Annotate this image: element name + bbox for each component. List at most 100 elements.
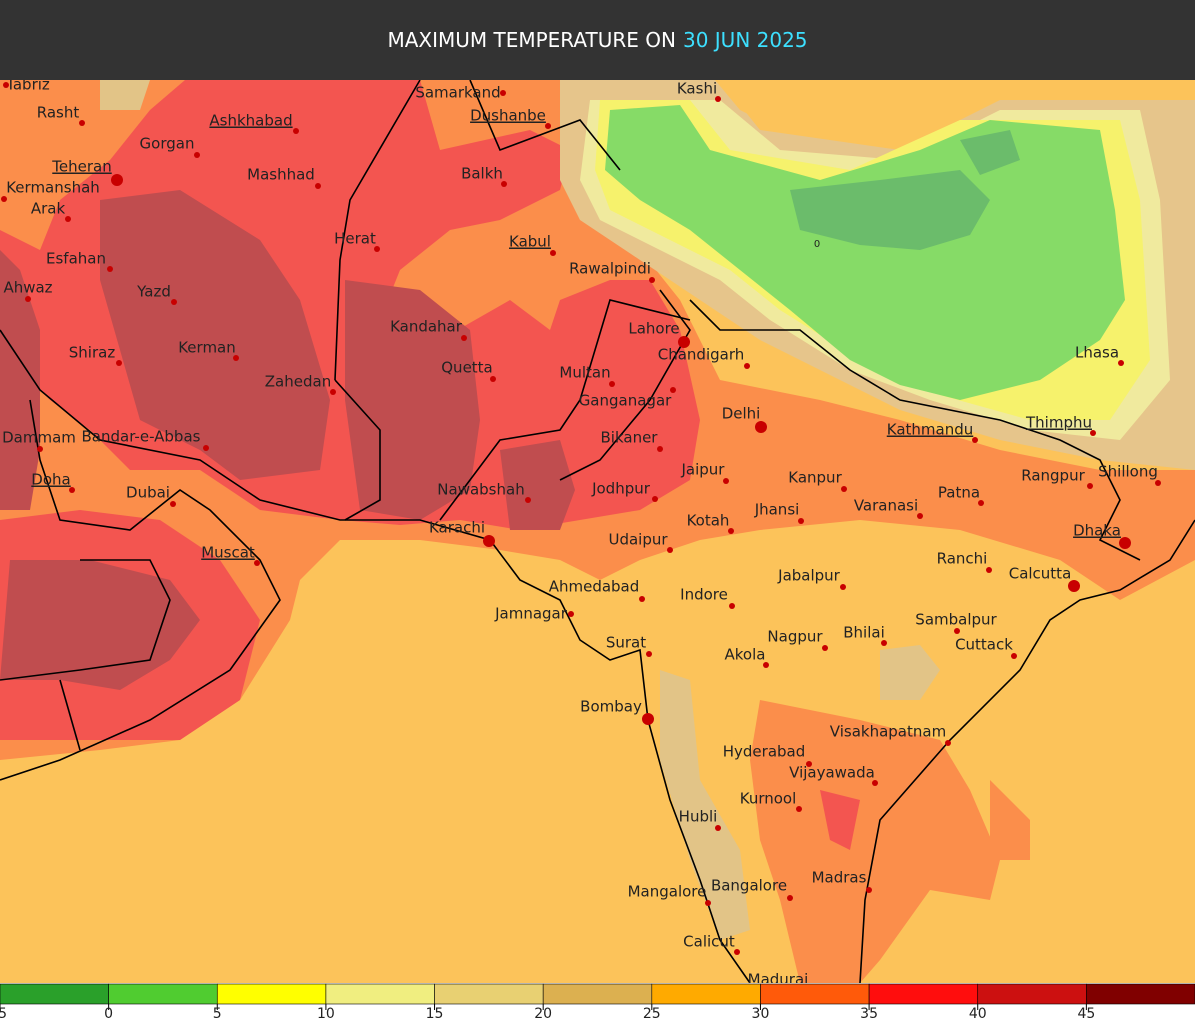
legend-tick-label: 35	[860, 1006, 878, 1022]
borders	[0, 79, 1195, 984]
city-dot	[461, 335, 467, 341]
city-dot	[763, 662, 769, 668]
city-dot	[639, 596, 645, 602]
city-dot	[978, 500, 984, 506]
city-label: Doha	[31, 471, 70, 489]
city-dot	[3, 82, 9, 88]
city-label: Patna	[938, 484, 980, 502]
legend-tick-label: 15	[426, 1006, 444, 1022]
legend-tick-label: 10	[317, 1006, 335, 1022]
city-dot	[715, 825, 721, 831]
city-dot	[734, 949, 740, 955]
city-dot	[649, 277, 655, 283]
city-dot	[798, 518, 804, 524]
city-label: Ranchi	[937, 550, 988, 568]
city-dot	[550, 250, 556, 256]
city-label: Calicut	[683, 933, 735, 951]
city-label: Kanpur	[788, 469, 842, 487]
city-label: Lhasa	[1075, 344, 1119, 362]
city-label: Rangpur	[1021, 467, 1085, 485]
city-label: Jhansi	[754, 501, 800, 519]
legend-swatch	[542, 983, 653, 1005]
city-label: Lahore	[628, 320, 679, 338]
city-label: Herat	[334, 230, 376, 248]
city-label: Chandigarh	[658, 346, 745, 364]
legend-tick-label: 40	[969, 1006, 987, 1022]
city-dot	[705, 900, 711, 906]
city-label: Kashi	[677, 80, 717, 98]
city-dot	[37, 446, 43, 452]
city-label: Shillong	[1098, 463, 1158, 481]
city-label: Hyderabad	[723, 743, 806, 761]
cities: Tabriz Rasht Gorgan Ashkhabad Samarkand Dusha…	[1, 76, 1161, 993]
city-dot	[1087, 483, 1093, 489]
city-dot	[1119, 537, 1131, 549]
city-dot	[1118, 360, 1124, 366]
city-dot	[545, 123, 551, 129]
city-label: Kathmandu	[887, 421, 974, 439]
city-label: Muscat	[201, 544, 255, 562]
city-label: Rasht	[37, 104, 80, 122]
city-dot	[723, 478, 729, 484]
city-dot	[69, 487, 75, 493]
city-dot	[822, 645, 828, 651]
city-dot	[203, 445, 209, 451]
city-label: Jabalpur	[777, 567, 841, 585]
city-dot	[646, 651, 652, 657]
legend-tick-label: 20	[534, 1006, 552, 1022]
city-dot	[670, 387, 676, 393]
city-dot	[65, 216, 71, 222]
legend-tick-label: -5	[0, 1006, 7, 1022]
city-label: Hubli	[679, 808, 718, 826]
city-dot	[787, 895, 793, 901]
city-label: Ahwaz	[3, 279, 52, 297]
city-dot	[840, 584, 846, 590]
city-dot	[728, 528, 734, 534]
city-dot	[796, 806, 802, 812]
city-label: Mangalore	[628, 883, 707, 901]
city-label: Rawalpindi	[569, 260, 651, 278]
city-dot	[806, 761, 812, 767]
city-label: Bombay	[580, 698, 642, 716]
city-label: Kurnool	[740, 790, 797, 808]
temperature-fill	[0, 80, 1195, 983]
city-label: Karachi	[429, 519, 485, 537]
legend-swatch	[977, 983, 1087, 1005]
date: 30 JUN 2025	[682, 28, 808, 52]
city-label: Delhi	[722, 405, 761, 423]
city-label: Bhilai	[843, 624, 885, 642]
city-label: Kandahar	[390, 318, 463, 336]
city-dot	[254, 560, 260, 566]
title: MAXIMUM TEMPERATURE ON	[387, 28, 676, 52]
city-label: Esfahan	[46, 250, 106, 268]
city-dot	[841, 486, 847, 492]
city-dot	[917, 513, 923, 519]
city-label: Tabriz	[5, 76, 50, 94]
city-label: Gorgan	[140, 135, 195, 153]
city-label: Shiraz	[69, 344, 116, 362]
contour-label: 0	[814, 239, 820, 250]
city-label: Udaipur	[608, 531, 668, 549]
city-dot	[330, 389, 336, 395]
city-dot	[945, 740, 951, 746]
city-label: Arak	[31, 200, 66, 218]
city-dot	[1011, 653, 1017, 659]
city-dot	[667, 547, 673, 553]
city-label: Zahedan	[265, 373, 331, 391]
legend-swatch	[1086, 983, 1195, 1005]
city-label: Dushanbe	[470, 107, 546, 125]
legend-swatch	[216, 983, 327, 1005]
city-dot	[374, 246, 380, 252]
city-label: Madras	[812, 869, 867, 887]
city-label: Akola	[725, 646, 766, 664]
city-dot	[715, 96, 721, 102]
city-label: Multan	[559, 364, 610, 382]
city-label: Vijayawada	[789, 764, 875, 782]
city-label: Dubai	[126, 484, 170, 502]
city-label: Ganganagar	[579, 392, 672, 410]
city-dot	[642, 713, 654, 725]
legend-tick-label: 45	[1077, 1006, 1095, 1022]
city-label: Kabul	[509, 233, 551, 251]
city-dot	[954, 628, 960, 634]
city-dot	[293, 128, 299, 134]
